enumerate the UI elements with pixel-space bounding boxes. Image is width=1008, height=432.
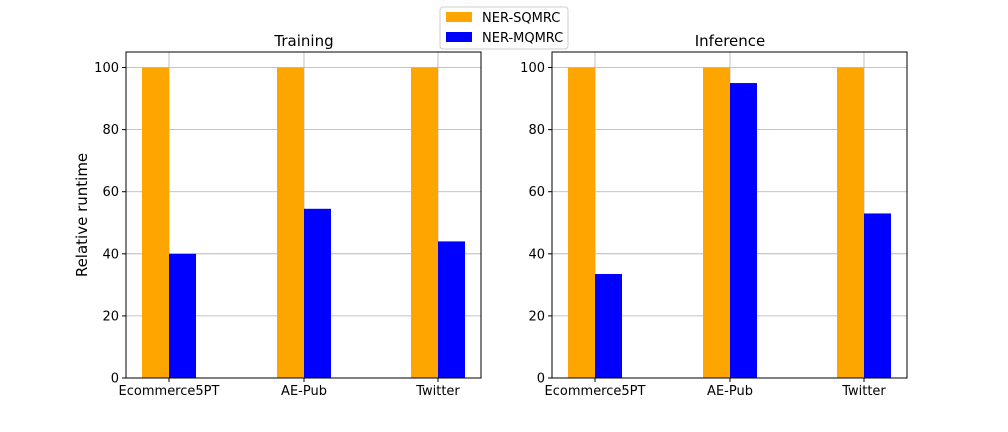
bar-mqmrc-twitter <box>864 213 891 378</box>
y-tick-label: 0 <box>111 372 119 387</box>
bar-mqmrc-twitter <box>438 241 465 378</box>
y-tick-label: 40 <box>102 247 119 262</box>
bar-mqmrc-ae-pub <box>730 83 757 379</box>
y-tick-label: 40 <box>528 247 545 262</box>
bar-sqmrc-twitter <box>411 67 438 379</box>
y-tick-label: 100 <box>94 61 119 76</box>
legend-label-sqmrc: NER-SQMRC <box>482 11 560 26</box>
chart-title-inference: Inference <box>695 32 766 50</box>
x-tick-label: Twitter <box>415 384 460 399</box>
bar-sqmrc-ecommerce5pt <box>568 67 595 379</box>
x-tick-label: AE-Pub <box>281 384 327 399</box>
bar-sqmrc-ecommerce5pt <box>142 67 169 379</box>
x-tick-label: Ecommerce5PT <box>119 384 220 399</box>
y-tick-label: 0 <box>537 372 545 387</box>
chart-panel-training: Training Relative runtime 0 20 40 60 80 100 Ec… <box>73 32 482 399</box>
legend-label-mqmrc: NER-MQMRC <box>482 31 563 46</box>
bar-mqmrc-ecommerce5pt <box>595 273 622 378</box>
bar-mqmrc-ecommerce5pt <box>169 253 196 378</box>
bar-sqmrc-ae-pub <box>277 67 304 379</box>
chart-title-training: Training <box>273 32 333 50</box>
y-tick-label: 20 <box>528 309 545 324</box>
legend: NER-SQMRC NER-MQMRC <box>439 6 569 50</box>
y-tick-label: 80 <box>528 123 545 138</box>
x-tick-label: Twitter <box>841 384 886 399</box>
y-tick-label: 80 <box>102 123 119 138</box>
bar-mqmrc-ae-pub <box>304 208 331 378</box>
y-axis-label: Relative runtime <box>73 153 91 277</box>
legend-swatch-mqmrc <box>446 32 472 42</box>
bar-sqmrc-ae-pub <box>703 67 730 379</box>
y-tick-label: 60 <box>528 185 545 200</box>
y-tick-label: 60 <box>102 185 119 200</box>
legend-swatch-sqmrc <box>446 12 472 22</box>
y-tick-label: 100 <box>520 61 545 76</box>
x-tick-label: AE-Pub <box>707 384 753 399</box>
bar-sqmrc-twitter <box>837 67 864 379</box>
chart-panel-inference: Inference 0 20 40 60 80 100 Ecommerce5PT AE-Pub… <box>520 32 908 399</box>
x-tick-label: Ecommerce5PT <box>545 384 646 399</box>
y-tick-label: 20 <box>102 309 119 324</box>
